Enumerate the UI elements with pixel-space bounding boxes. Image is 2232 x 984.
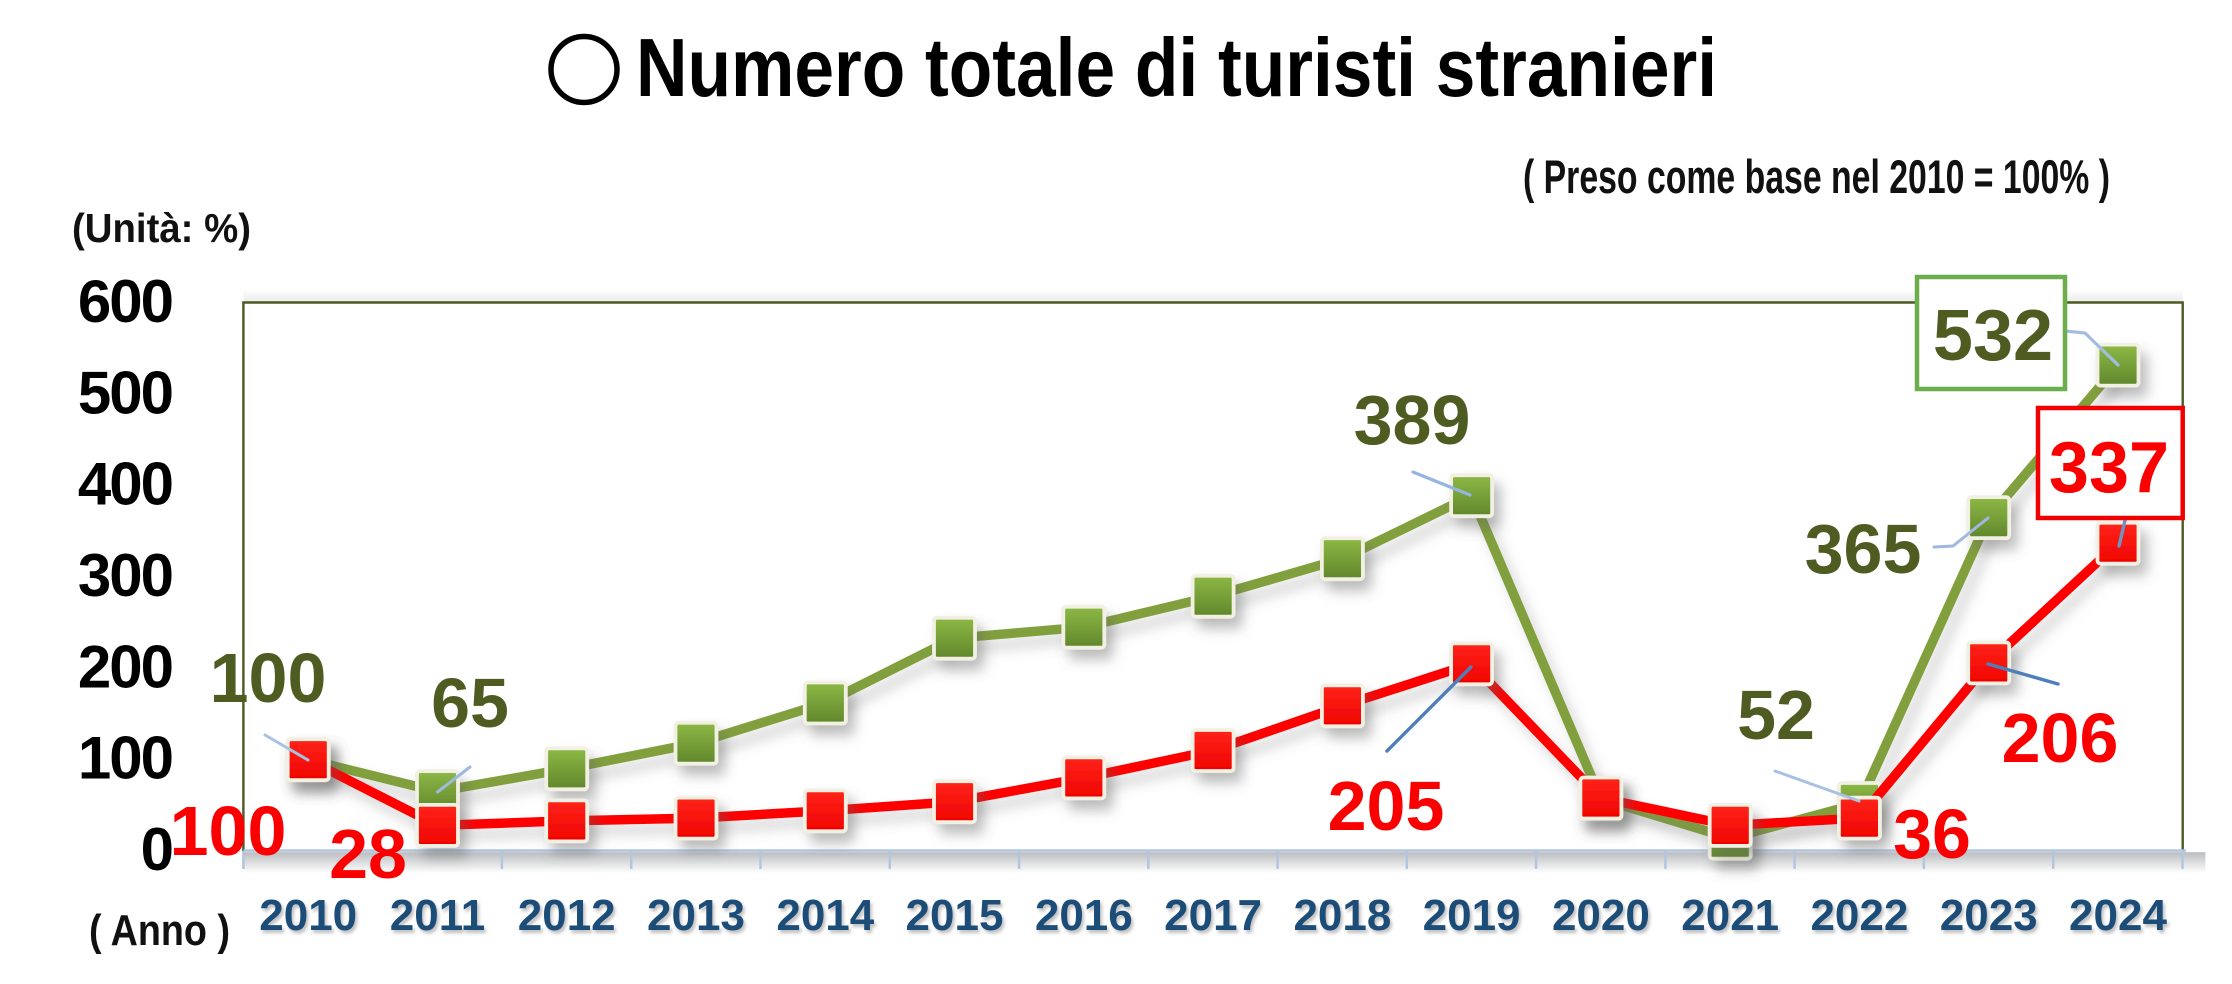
svg-text:389: 389 <box>1354 381 1471 459</box>
svg-text:65: 65 <box>431 664 509 742</box>
svg-text:300: 300 <box>78 542 172 609</box>
svg-text:2013: 2013 <box>647 891 745 940</box>
svg-text:2015: 2015 <box>906 891 1004 940</box>
svg-text:600: 600 <box>78 268 172 335</box>
svg-text:Numero totale di turisti stran: Numero totale di turisti stranieri <box>636 21 1717 114</box>
svg-text:337: 337 <box>2049 428 2169 508</box>
svg-text:400: 400 <box>78 451 172 518</box>
svg-text:2010: 2010 <box>259 891 357 940</box>
svg-text:205: 205 <box>1328 767 1445 845</box>
svg-text:2018: 2018 <box>1293 891 1391 940</box>
svg-text:0: 0 <box>141 816 172 883</box>
svg-text:2021: 2021 <box>1681 891 1779 940</box>
svg-text:2019: 2019 <box>1423 891 1521 940</box>
svg-text:2014: 2014 <box>776 891 874 940</box>
svg-text:( Preso come base nel 2010 = 1: ( Preso come base nel 2010 = 100% ) <box>1523 150 2110 203</box>
svg-text:365: 365 <box>1805 510 1922 588</box>
svg-text:2011: 2011 <box>390 891 485 940</box>
svg-text:100: 100 <box>78 725 172 792</box>
svg-text:206: 206 <box>2002 699 2119 777</box>
svg-text:2020: 2020 <box>1552 891 1650 940</box>
svg-text:532: 532 <box>1933 296 2053 376</box>
svg-text:28: 28 <box>329 815 407 893</box>
svg-text:( Anno ): ( Anno ) <box>89 906 230 955</box>
svg-text:500: 500 <box>78 359 172 426</box>
svg-text:(Unità: %): (Unità: %) <box>72 205 251 251</box>
svg-text:2017: 2017 <box>1164 891 1262 940</box>
svg-text:2016: 2016 <box>1035 891 1133 940</box>
svg-text:200: 200 <box>78 633 172 700</box>
svg-text:2022: 2022 <box>1810 891 1908 940</box>
svg-text:2012: 2012 <box>518 891 616 940</box>
svg-text:52: 52 <box>1737 676 1815 754</box>
svg-text:2023: 2023 <box>1940 891 2038 940</box>
svg-text:36: 36 <box>1893 795 1971 873</box>
svg-text:100: 100 <box>210 639 327 717</box>
svg-text:2024: 2024 <box>2069 891 2167 940</box>
svg-text:100: 100 <box>170 792 287 870</box>
